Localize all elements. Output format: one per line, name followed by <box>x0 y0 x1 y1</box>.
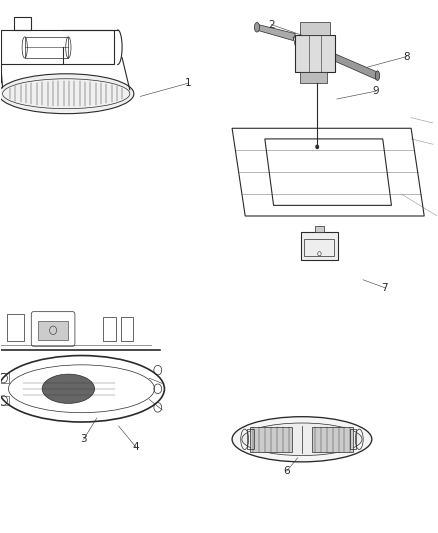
Circle shape <box>315 145 319 149</box>
Text: 2: 2 <box>268 20 275 30</box>
Ellipse shape <box>242 423 362 456</box>
Bar <box>25 37 68 58</box>
Bar <box>7 314 24 341</box>
Ellipse shape <box>254 22 260 32</box>
Ellipse shape <box>42 374 95 403</box>
Bar <box>350 430 357 449</box>
Bar <box>311 426 353 452</box>
Text: 1: 1 <box>185 78 192 88</box>
Bar <box>103 317 116 341</box>
Bar <box>301 232 338 260</box>
Bar <box>304 239 335 256</box>
Bar <box>0 373 9 383</box>
Ellipse shape <box>232 417 372 462</box>
Bar <box>247 430 254 449</box>
Bar <box>315 226 324 232</box>
Text: 7: 7 <box>381 283 388 293</box>
Text: 4: 4 <box>133 442 139 452</box>
Bar <box>1 30 114 64</box>
Text: 8: 8 <box>403 52 410 61</box>
Bar <box>14 17 31 30</box>
Bar <box>38 321 68 340</box>
Bar <box>0 395 9 405</box>
Polygon shape <box>256 25 295 41</box>
Text: 9: 9 <box>373 86 379 96</box>
Bar <box>300 72 327 83</box>
Ellipse shape <box>375 71 380 80</box>
Text: 6: 6 <box>283 466 290 476</box>
Ellipse shape <box>0 74 134 114</box>
Bar <box>121 317 133 341</box>
Bar <box>295 35 335 72</box>
Bar <box>300 22 330 35</box>
Polygon shape <box>330 53 378 79</box>
Bar <box>251 426 292 452</box>
Ellipse shape <box>3 79 130 109</box>
Text: 3: 3 <box>80 434 87 445</box>
